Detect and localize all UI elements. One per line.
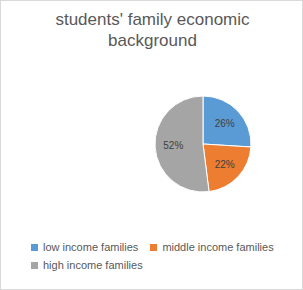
html-text:students' family economic back: students' family economic background (55, 10, 250, 50)
html-text:low income families: low income families (43, 241, 139, 253)
svg-text:26%: 26% (215, 118, 235, 129)
svg-text:52%: 52% (163, 140, 183, 151)
html-text:middle income families: middle income families (162, 241, 274, 253)
html-text:high income families: high income families (43, 259, 143, 271)
svg-text:22%: 22% (215, 159, 235, 170)
